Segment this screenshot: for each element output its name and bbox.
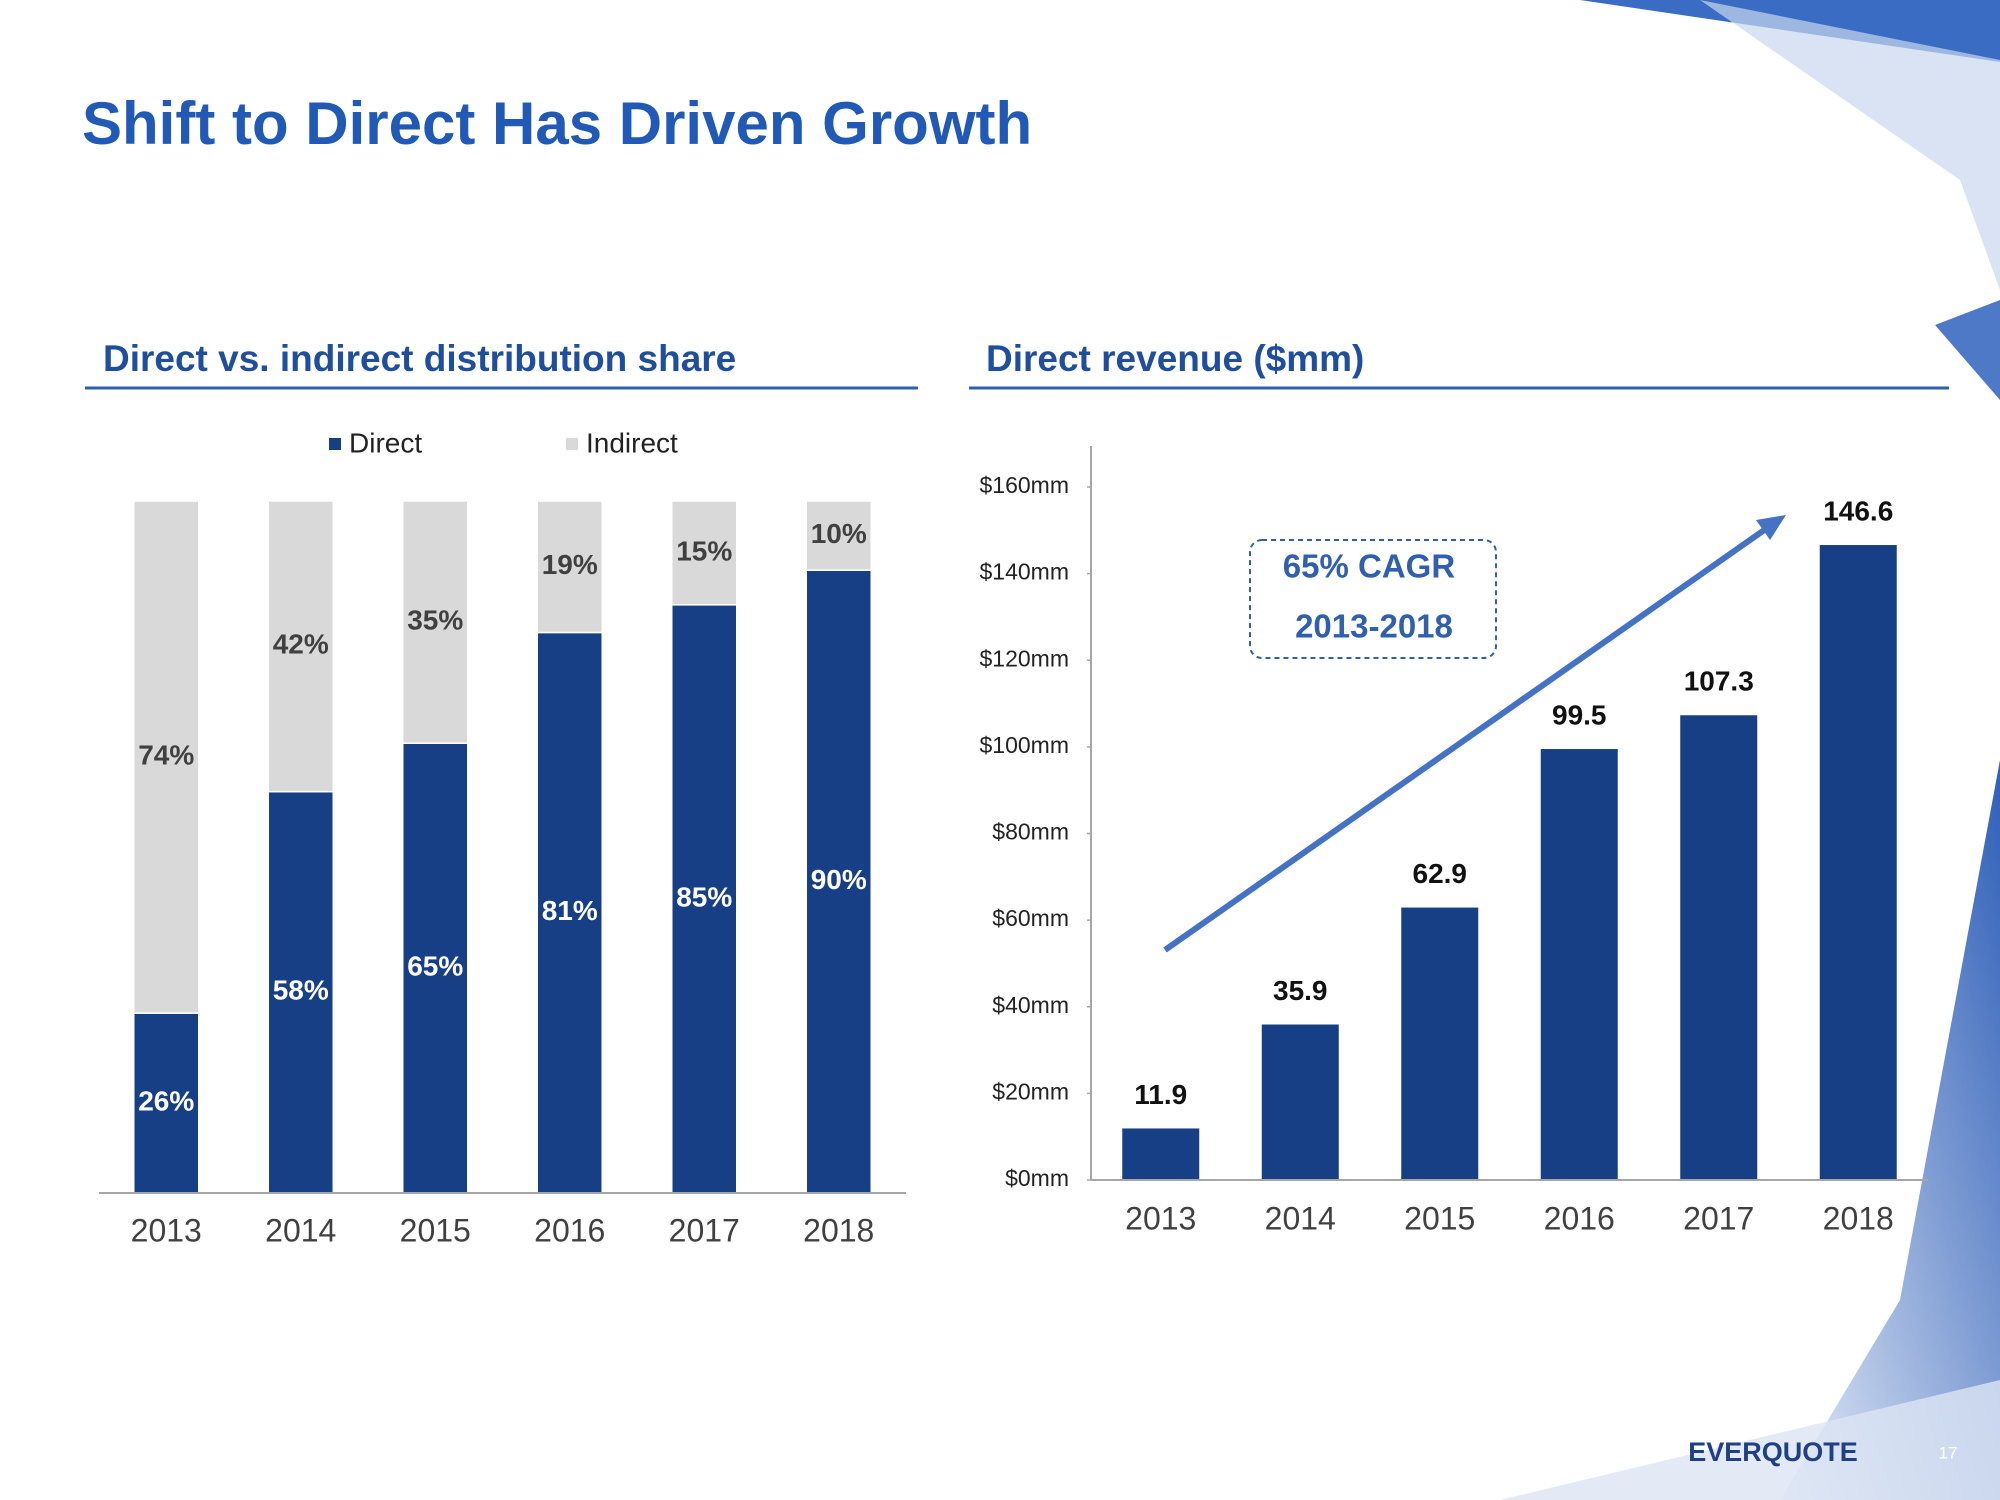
y-tick-label: $100mm bbox=[980, 732, 1069, 758]
trend-arrowhead bbox=[1756, 515, 1786, 540]
data-label: 26% bbox=[138, 1085, 194, 1116]
logo: EVERQUOTE bbox=[1688, 1437, 1858, 1467]
data-label: 85% bbox=[676, 881, 732, 912]
bar-segment bbox=[536, 631, 603, 1194]
x-tick-label: 2015 bbox=[400, 1212, 471, 1248]
legend-swatch bbox=[329, 438, 341, 450]
bar-segment bbox=[671, 500, 738, 606]
data-label: 65% bbox=[407, 950, 463, 981]
data-label: 99.5 bbox=[1552, 699, 1607, 730]
legend-label: Direct bbox=[349, 427, 422, 458]
data-label: 42% bbox=[273, 629, 329, 660]
x-tick-label: 2016 bbox=[534, 1212, 605, 1248]
legend-label: Indirect bbox=[586, 427, 678, 458]
x-tick-label: 2014 bbox=[1265, 1200, 1336, 1236]
bar-segment bbox=[536, 500, 603, 634]
bar-segment bbox=[805, 569, 872, 1194]
y-tick-label: $0mm bbox=[1005, 1165, 1069, 1191]
x-tick-label: 2014 bbox=[265, 1212, 336, 1248]
decor bbox=[1500, 1380, 2000, 1500]
chart-title: Direct revenue ($mm) bbox=[986, 338, 1364, 379]
legend-swatch bbox=[566, 438, 578, 450]
x-tick-label: 2018 bbox=[1823, 1200, 1894, 1236]
bar bbox=[1122, 1128, 1200, 1180]
data-label: 146.6 bbox=[1823, 495, 1893, 526]
bar-segment bbox=[805, 500, 872, 571]
chart-title: Direct vs. indirect distribution share bbox=[103, 338, 736, 379]
y-tick-label: $60mm bbox=[992, 905, 1069, 931]
data-label: 90% bbox=[811, 864, 867, 895]
y-tick-label: $120mm bbox=[980, 645, 1069, 671]
y-tick-label: $160mm bbox=[980, 472, 1069, 498]
data-label: 35.9 bbox=[1273, 975, 1328, 1006]
x-tick-label: 2016 bbox=[1544, 1200, 1615, 1236]
y-tick-label: $20mm bbox=[992, 1078, 1069, 1104]
data-label: 15% bbox=[676, 535, 732, 566]
x-tick-label: 2017 bbox=[1683, 1200, 1754, 1236]
x-tick-label: 2013 bbox=[1125, 1200, 1196, 1236]
y-tick-label: $140mm bbox=[980, 559, 1069, 585]
annotation: 2013-2018 bbox=[1295, 608, 1453, 645]
x-tick-label: 2017 bbox=[669, 1212, 740, 1248]
data-label: 58% bbox=[273, 975, 329, 1006]
slide-title: Shift to Direct Has Driven Growth bbox=[82, 90, 1032, 157]
decor bbox=[1935, 300, 2000, 400]
bar-segment bbox=[133, 500, 200, 1014]
data-label: 74% bbox=[138, 739, 194, 770]
bar-segment bbox=[402, 500, 469, 744]
annotation-box bbox=[1249, 539, 1497, 659]
bar bbox=[1819, 545, 1897, 1180]
bar-segment bbox=[267, 790, 334, 1194]
data-label: 35% bbox=[407, 604, 463, 635]
page-number: 17 bbox=[1939, 1443, 1958, 1462]
data-label: 107.3 bbox=[1684, 666, 1754, 697]
bar bbox=[1680, 715, 1758, 1180]
decor bbox=[1700, 0, 2000, 290]
bar bbox=[1261, 1024, 1339, 1180]
bar bbox=[1401, 907, 1479, 1180]
x-tick-label: 2013 bbox=[131, 1212, 202, 1248]
data-label: 10% bbox=[811, 518, 867, 549]
annotation: 65% CAGR bbox=[1283, 548, 1456, 585]
data-label: 19% bbox=[542, 549, 598, 580]
y-tick-label: $40mm bbox=[992, 992, 1069, 1018]
bar bbox=[1540, 749, 1618, 1180]
x-tick-label: 2015 bbox=[1404, 1200, 1475, 1236]
trend-arrow bbox=[1163, 523, 1772, 953]
decor bbox=[1780, 760, 2000, 1500]
data-label: 11.9 bbox=[1134, 1079, 1187, 1110]
x-tick-label: 2018 bbox=[803, 1212, 874, 1248]
data-label: 81% bbox=[542, 895, 598, 926]
y-tick-label: $80mm bbox=[992, 819, 1069, 845]
data-label: 62.9 bbox=[1413, 858, 1468, 889]
bar-segment bbox=[267, 500, 334, 793]
bar-segment bbox=[402, 742, 469, 1194]
